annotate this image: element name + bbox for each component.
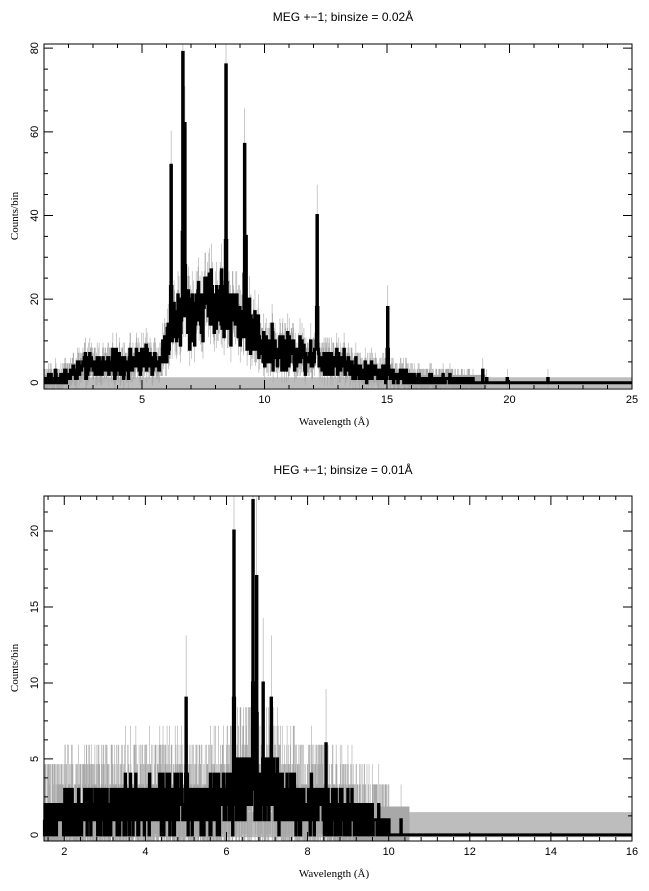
heg-x-tick-label: 2 (61, 846, 67, 858)
heg-axis-ticks: 2 4 6 8 10 12 14 16 0 5 10 15 20 (29, 496, 638, 858)
meg-histogram (43, 50, 632, 385)
heg-x-tick-label: 10 (383, 846, 395, 858)
heg-y-tick-label: 15 (29, 601, 41, 613)
heg-x-tick-label: 8 (305, 846, 311, 858)
heg-histogram (42, 499, 632, 837)
heg-x-tick-label: 6 (223, 846, 229, 858)
meg-y-tick-label: 40 (29, 209, 41, 221)
meg-axis-ticks: 5 10 15 20 25 0 20 40 60 80 (29, 42, 638, 406)
meg-x-tick-label: 25 (626, 394, 638, 406)
heg-x-tick-label: 12 (464, 846, 476, 858)
heg-y-tick-label: 20 (29, 525, 41, 537)
meg-y-tick-label: 20 (29, 293, 41, 305)
meg-error-bar-path (43, 44, 549, 389)
heg-x-tick-label: 14 (545, 846, 557, 858)
meg-spectrum-line (43, 50, 632, 385)
heg-y-tick-label: 10 (29, 677, 41, 689)
meg-x-tick-label: 5 (139, 394, 145, 406)
meg-y-tick-label: 80 (29, 42, 41, 54)
heg-y-axis-label: Counts/bin (9, 643, 21, 692)
meg-x-tick-label: 15 (381, 394, 393, 406)
heg-panel: HEG +−1; binsize = 0.01Å 2 4 6 8 10 12 14 16 0 5 1… (9, 462, 638, 880)
heg-title: HEG +−1; binsize = 0.01Å (273, 462, 412, 477)
heg-plot-frame (43, 495, 633, 842)
meg-title: MEG +−1; binsize = 0.02Å (273, 9, 413, 24)
meg-x-tick-label: 20 (503, 394, 515, 406)
heg-y-tick-label: 0 (29, 832, 41, 838)
meg-y-axis-label: Counts/bin (9, 191, 21, 240)
heg-x-tick-label: 16 (626, 846, 638, 858)
heg-x-tick-label: 4 (142, 846, 148, 858)
heg-spectrum-line (42, 499, 632, 837)
meg-y-tick-label: 60 (29, 126, 41, 138)
heg-y-tick-label: 5 (29, 756, 41, 762)
meg-x-tick-label: 10 (258, 394, 270, 406)
meg-x-axis-label: Wavelength (Å) (299, 416, 370, 428)
meg-error-bars (43, 44, 549, 389)
meg-y-tick-label: 0 (29, 380, 41, 386)
heg-x-axis-label: Wavelength (Å) (299, 868, 370, 880)
meg-plot-frame (43, 43, 633, 390)
meg-panel: MEG +−1; binsize = 0.02Å 5 10 15 20 25 0 20 40 6… (9, 9, 638, 428)
